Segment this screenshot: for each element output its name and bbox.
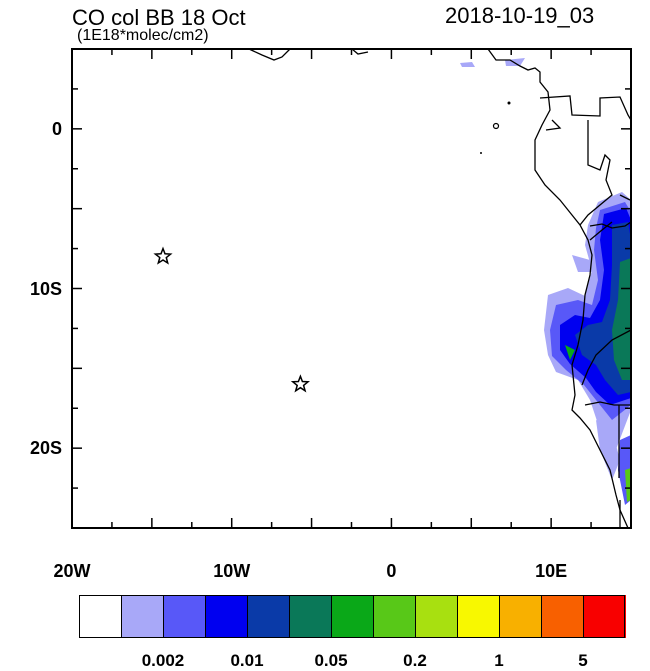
colorbar-label: 5	[578, 651, 588, 670]
star-marker	[290, 374, 310, 393]
colorbar-swatch	[541, 595, 584, 638]
lat-label: 10S	[29, 278, 62, 299]
colorbar-swatch	[247, 595, 290, 638]
colorbar-label: 1	[494, 651, 504, 670]
colorbar-swatch	[583, 595, 626, 638]
station-markers	[153, 246, 310, 393]
lat-label: 20S	[29, 438, 62, 459]
colorbar-swatch	[163, 595, 206, 638]
lon-label: 10E	[535, 561, 568, 581]
colorbar-border	[79, 595, 625, 638]
island	[492, 122, 500, 130]
colorbar-swatch	[415, 595, 458, 638]
colorbar-divider	[372, 595, 374, 638]
colorbar-label: 0.002	[141, 651, 185, 670]
island	[507, 101, 511, 105]
colorbar-divider	[162, 595, 164, 638]
plot-title: CO col BB 18 Oct	[72, 5, 246, 30]
map-frame	[71, 48, 632, 529]
tick-marks	[71, 48, 632, 529]
colorbar-divider	[498, 595, 500, 638]
colorbar-divider	[456, 595, 458, 638]
colorbar-swatch	[79, 595, 122, 638]
colorbar-label: 0.2	[403, 651, 427, 670]
colorbar-swatch	[121, 595, 164, 638]
colorbar-divider	[540, 595, 542, 638]
star-marker	[153, 246, 173, 265]
colorbar-swatch	[289, 595, 332, 638]
plot-timestamp: 2018-10-19_03	[445, 3, 595, 28]
colorbar-divider	[288, 595, 290, 638]
lon-label: 10W	[213, 561, 251, 581]
colorbar-label: 0.05	[314, 651, 348, 670]
colorbar-divider	[414, 595, 416, 638]
lon-label: 0	[386, 561, 397, 581]
colorbar-swatch	[457, 595, 500, 638]
colorbar-label: 0.01	[230, 651, 264, 670]
lat-label: 0	[51, 118, 62, 139]
co-plume	[460, 58, 631, 505]
colorbar-swatch	[373, 595, 416, 638]
colorbar-divider	[204, 595, 206, 638]
colorbar-divider	[582, 595, 584, 638]
colorbar-swatch	[499, 595, 542, 638]
colorbar-divider	[120, 595, 122, 638]
coastlines	[248, 48, 632, 529]
colorbar-divider	[330, 595, 332, 638]
lon-label: 20W	[53, 561, 91, 581]
colorbar-swatch	[205, 595, 248, 638]
colorbar-swatch	[331, 595, 374, 638]
plot-units: (1E18*molec/cm2)	[77, 27, 209, 44]
colorbar	[79, 595, 626, 638]
island	[480, 152, 482, 154]
colorbar-divider	[246, 595, 248, 638]
